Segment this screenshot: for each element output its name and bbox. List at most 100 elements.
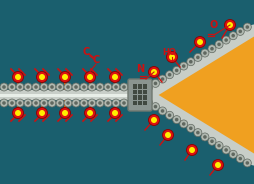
Circle shape	[50, 101, 54, 105]
Circle shape	[222, 36, 230, 44]
Circle shape	[87, 110, 93, 116]
Circle shape	[215, 40, 223, 48]
Circle shape	[66, 85, 70, 89]
Circle shape	[163, 130, 173, 141]
Circle shape	[239, 30, 242, 33]
Circle shape	[138, 85, 142, 89]
Circle shape	[236, 27, 244, 35]
Circle shape	[62, 110, 68, 116]
Circle shape	[56, 99, 64, 107]
Bar	[133, 84, 137, 89]
Circle shape	[227, 22, 233, 28]
Circle shape	[182, 64, 185, 68]
Circle shape	[2, 85, 6, 89]
Circle shape	[229, 150, 237, 158]
Circle shape	[18, 85, 22, 89]
Circle shape	[130, 85, 134, 89]
Circle shape	[58, 85, 62, 89]
Circle shape	[231, 34, 235, 38]
Circle shape	[154, 82, 157, 85]
Circle shape	[158, 75, 167, 83]
Text: HO: HO	[162, 48, 176, 57]
Circle shape	[109, 72, 120, 82]
Circle shape	[24, 83, 32, 91]
Circle shape	[166, 71, 173, 79]
Circle shape	[196, 56, 200, 59]
Circle shape	[201, 49, 209, 57]
Circle shape	[90, 85, 94, 89]
Circle shape	[196, 131, 200, 135]
Circle shape	[59, 107, 71, 118]
Circle shape	[154, 105, 157, 108]
Circle shape	[72, 83, 80, 91]
Circle shape	[26, 85, 30, 89]
Circle shape	[243, 23, 251, 31]
Circle shape	[147, 100, 150, 104]
Circle shape	[8, 99, 16, 107]
Circle shape	[42, 101, 46, 105]
Circle shape	[114, 85, 118, 89]
Circle shape	[180, 120, 188, 128]
Circle shape	[213, 160, 224, 171]
Circle shape	[161, 77, 164, 81]
Circle shape	[128, 99, 136, 107]
Text: C: C	[82, 47, 90, 57]
Circle shape	[187, 58, 195, 66]
Bar	[143, 89, 147, 94]
Circle shape	[169, 54, 175, 60]
Circle shape	[189, 126, 193, 130]
Circle shape	[151, 79, 160, 87]
Circle shape	[98, 85, 102, 89]
Circle shape	[180, 62, 188, 70]
Circle shape	[114, 101, 118, 105]
Circle shape	[112, 74, 118, 80]
Circle shape	[195, 36, 205, 47]
Circle shape	[66, 101, 70, 105]
Bar	[88, 82, 91, 107]
Circle shape	[39, 74, 45, 80]
Circle shape	[98, 101, 102, 105]
Circle shape	[59, 72, 71, 82]
Circle shape	[10, 101, 14, 105]
Circle shape	[203, 135, 207, 139]
Circle shape	[80, 99, 88, 107]
Circle shape	[37, 107, 47, 118]
Bar	[64, 82, 67, 107]
Circle shape	[215, 142, 223, 150]
Bar	[143, 84, 147, 89]
Circle shape	[50, 85, 54, 89]
Circle shape	[82, 101, 86, 105]
Circle shape	[82, 85, 86, 89]
Circle shape	[173, 116, 181, 124]
Bar	[133, 95, 137, 100]
Circle shape	[112, 99, 120, 107]
Circle shape	[120, 99, 128, 107]
Circle shape	[122, 85, 126, 89]
Circle shape	[166, 111, 173, 119]
Circle shape	[136, 99, 144, 107]
Circle shape	[225, 20, 235, 31]
Text: N: N	[136, 64, 144, 74]
Circle shape	[239, 157, 242, 160]
Circle shape	[201, 133, 209, 141]
Circle shape	[58, 101, 62, 105]
Bar	[138, 89, 142, 94]
Circle shape	[231, 153, 235, 156]
Circle shape	[224, 148, 228, 152]
Circle shape	[186, 144, 198, 155]
Circle shape	[85, 107, 96, 118]
Circle shape	[12, 107, 24, 118]
Bar	[133, 100, 137, 105]
Circle shape	[144, 98, 152, 106]
Circle shape	[168, 73, 171, 77]
Circle shape	[158, 107, 167, 115]
Circle shape	[87, 74, 93, 80]
Circle shape	[109, 107, 120, 118]
Circle shape	[90, 101, 94, 105]
Circle shape	[243, 159, 251, 167]
Circle shape	[224, 38, 228, 42]
Bar	[40, 82, 43, 107]
Circle shape	[120, 83, 128, 91]
Circle shape	[130, 101, 134, 105]
Circle shape	[112, 83, 120, 91]
